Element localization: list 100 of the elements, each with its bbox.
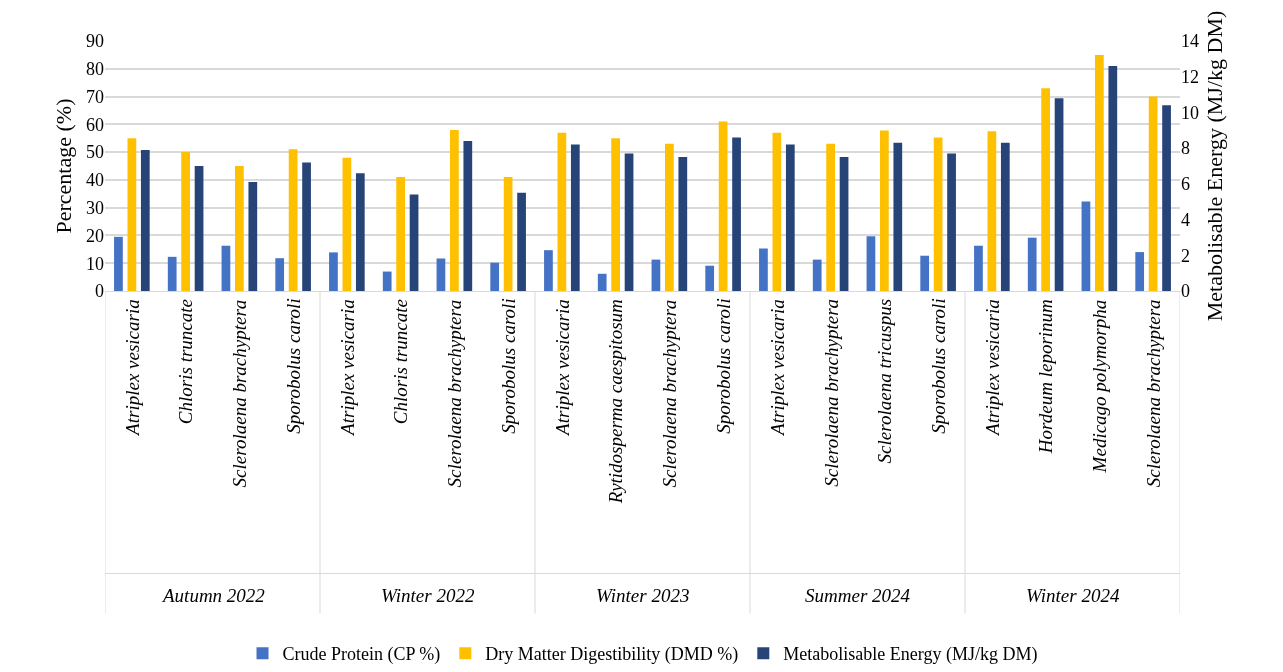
bar — [974, 245, 983, 291]
bar — [1000, 142, 1010, 291]
bar — [866, 236, 876, 291]
y-tick-label: 40 — [86, 170, 104, 191]
bar — [382, 271, 392, 291]
bar — [544, 250, 553, 291]
y-tick-label: 10 — [86, 253, 104, 274]
bar — [624, 153, 634, 291]
y2-tick-label: 4 — [1181, 209, 1190, 230]
bar — [1148, 96, 1158, 291]
bar — [893, 142, 903, 291]
x-tick-label: Sporobolus caroli — [497, 298, 519, 434]
text: Autumn 2022 — [161, 585, 266, 606]
legend-label: Dry Matter Digestibility (DMD %) — [485, 644, 739, 666]
y-tick-label: 30 — [86, 197, 104, 218]
x-tick-label: Chloris truncate — [390, 299, 412, 425]
bar — [503, 177, 513, 291]
bar — [1095, 54, 1104, 291]
y2-tick-label: 8 — [1181, 138, 1190, 159]
y2-axis-title: Metabolisable Energy (MJ/kg DM) — [1201, 10, 1227, 322]
bar — [248, 182, 258, 291]
bar — [342, 157, 352, 291]
y2-tick-label: 12 — [1181, 67, 1199, 88]
y-axis-title: Percentage (%) — [50, 98, 76, 234]
y-tick-label: 0 — [95, 281, 104, 302]
bar — [329, 252, 338, 291]
bar — [1041, 88, 1050, 291]
bar — [772, 132, 782, 291]
y-tick-label: 20 — [86, 225, 104, 246]
bar — [920, 255, 930, 291]
bar — [759, 248, 768, 291]
x-tick-label: Hordeum leporinum — [1035, 299, 1057, 455]
bar — [288, 149, 298, 291]
bar — [812, 259, 822, 291]
bar — [517, 192, 526, 291]
x-tick-label: Sporobolus caroli — [282, 298, 304, 434]
x-tick-label: Sclerolaena brachyptera — [1143, 299, 1165, 488]
y-tick-label: 90 — [86, 31, 104, 52]
bar — [1162, 105, 1171, 291]
bar — [611, 138, 620, 291]
bar — [450, 129, 459, 291]
y-tick-label: 80 — [86, 59, 104, 80]
x-tick-label: Atriplex vesicaria — [766, 299, 788, 437]
bar — [785, 144, 795, 291]
bar — [665, 143, 674, 291]
bar — [933, 137, 943, 291]
x-tick-label: Atriplex vesicaria — [981, 299, 1003, 437]
bar — [839, 157, 849, 291]
x-tick-label: Atriplex vesicaria — [121, 299, 143, 437]
x-tick-label: Medicago polymorpha — [1089, 299, 1111, 474]
x-tick-label: Sclerolaena brachyptera — [659, 299, 681, 488]
x-tick-label: Atriplex vesicaria — [551, 299, 573, 437]
y2-tick-label: 6 — [1181, 174, 1190, 195]
text: Winter 2022 — [381, 585, 475, 606]
x-tick-label: Sporobolus caroli — [927, 298, 949, 434]
bar — [275, 258, 285, 291]
bar — [557, 132, 567, 291]
bar — [302, 162, 311, 291]
x-tick-label: Chloris truncate — [175, 299, 197, 425]
bar — [678, 157, 688, 291]
x-tick-label: Sclerolaena brachyptera — [229, 299, 251, 488]
x-tick-label: Sclerolaena brachyptera — [444, 299, 466, 488]
bar — [718, 121, 728, 291]
x-tick-label: Sclerolaena tricuspus — [874, 298, 896, 464]
bar — [114, 236, 123, 291]
bar — [463, 141, 473, 291]
bar — [194, 166, 204, 291]
y2-tick-label: 10 — [1181, 102, 1199, 123]
y2-tick-label: 14 — [1181, 31, 1199, 52]
bar — [1135, 252, 1145, 291]
bar — [1108, 66, 1118, 291]
x-tick-label: Sclerolaena brachyptera — [820, 298, 842, 487]
y-tick-label: 70 — [86, 86, 104, 107]
bar — [880, 130, 889, 291]
bar — [1081, 201, 1091, 291]
y2-tick-label: 2 — [1181, 245, 1190, 266]
bar — [987, 131, 997, 291]
bar — [1054, 98, 1064, 291]
bar — [436, 258, 446, 291]
x-tick-label: Rytidosperma caespitosum — [605, 299, 627, 505]
text: Winter 2023 — [596, 585, 690, 606]
bar — [1027, 237, 1037, 291]
bar — [947, 153, 956, 291]
bar — [396, 177, 405, 291]
bar — [597, 273, 607, 291]
bar — [826, 143, 835, 291]
text: Summer 2024 — [805, 585, 911, 606]
bar — [651, 259, 661, 291]
bar — [570, 144, 580, 291]
bar — [732, 137, 741, 291]
bar — [705, 265, 715, 291]
bar — [127, 138, 137, 291]
legend-label: Crude Protein (CP %) — [282, 644, 441, 666]
x-tick-label: Sporobolus caroli — [712, 298, 734, 434]
y-tick-label: 60 — [86, 114, 104, 135]
bar — [235, 166, 244, 291]
bar — [140, 149, 150, 291]
bar — [355, 173, 365, 291]
y-tick-label: 50 — [86, 142, 104, 163]
bar — [409, 194, 419, 291]
